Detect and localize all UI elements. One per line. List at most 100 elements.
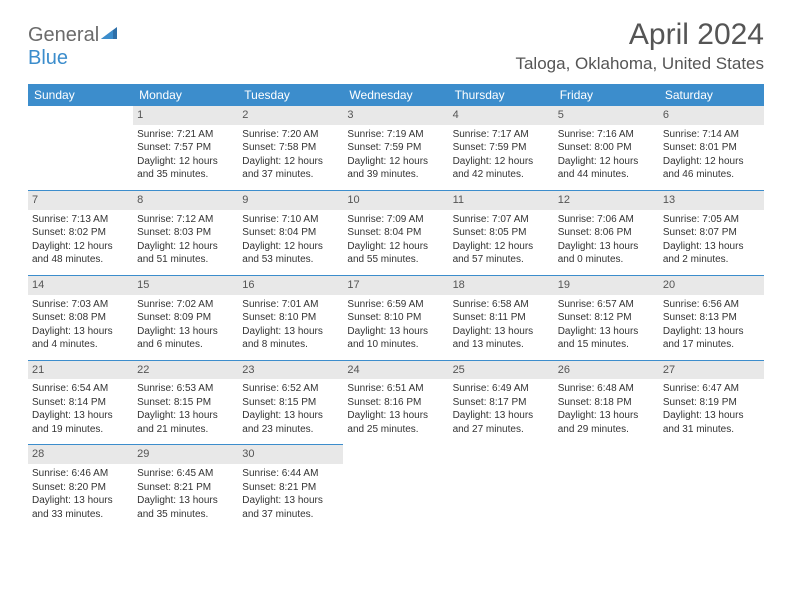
day-info-line: Daylight: 13 hours <box>242 325 339 339</box>
calendar-day-cell: 24Sunrise: 6:51 AMSunset: 8:16 PMDayligh… <box>343 360 448 445</box>
day-number: 5 <box>554 106 659 125</box>
calendar-week-row: 14Sunrise: 7:03 AMSunset: 8:08 PMDayligh… <box>28 275 764 360</box>
day-info-line: Sunset: 8:10 PM <box>347 311 444 325</box>
day-info-line: Sunrise: 6:59 AM <box>347 298 444 312</box>
day-info: Sunrise: 6:58 AMSunset: 8:11 PMDaylight:… <box>453 298 550 352</box>
day-info-line: Sunset: 8:16 PM <box>347 396 444 410</box>
calendar-day-cell: 6Sunrise: 7:14 AMSunset: 8:01 PMDaylight… <box>659 106 764 190</box>
calendar-day-cell: 29Sunrise: 6:45 AMSunset: 8:21 PMDayligh… <box>133 445 238 529</box>
calendar-day-cell: 7Sunrise: 7:13 AMSunset: 8:02 PMDaylight… <box>28 190 133 275</box>
weekday-header-row: SundayMondayTuesdayWednesdayThursdayFrid… <box>28 84 764 106</box>
day-info-line: Sunset: 8:07 PM <box>663 226 760 240</box>
calendar-day-cell: 17Sunrise: 6:59 AMSunset: 8:10 PMDayligh… <box>343 275 448 360</box>
day-info-line: Daylight: 12 hours <box>453 240 550 254</box>
day-info-line: Sunset: 7:59 PM <box>453 141 550 155</box>
calendar-day-cell: 12Sunrise: 7:06 AMSunset: 8:06 PMDayligh… <box>554 190 659 275</box>
day-info-line: Daylight: 13 hours <box>558 240 655 254</box>
day-info-line: Daylight: 13 hours <box>137 409 234 423</box>
day-info-line: Daylight: 13 hours <box>663 409 760 423</box>
day-number: 30 <box>238 445 343 464</box>
day-info-line: and 44 minutes. <box>558 168 655 182</box>
day-number: 28 <box>28 445 133 464</box>
day-number: 16 <box>238 276 343 295</box>
calendar-day-cell: 22Sunrise: 6:53 AMSunset: 8:15 PMDayligh… <box>133 360 238 445</box>
day-info-line: Sunset: 8:18 PM <box>558 396 655 410</box>
calendar-day-cell: 11Sunrise: 7:07 AMSunset: 8:05 PMDayligh… <box>449 190 554 275</box>
calendar-day-cell: 25Sunrise: 6:49 AMSunset: 8:17 PMDayligh… <box>449 360 554 445</box>
day-info-line: and 46 minutes. <box>663 168 760 182</box>
calendar-day-cell <box>28 106 133 190</box>
day-info-line: Sunrise: 7:03 AM <box>32 298 129 312</box>
day-info-line: and 27 minutes. <box>453 423 550 437</box>
day-info-line: Sunrise: 7:01 AM <box>242 298 339 312</box>
day-info-line: Sunrise: 7:21 AM <box>137 128 234 142</box>
day-info-line: Daylight: 13 hours <box>558 325 655 339</box>
weekday-header: Friday <box>554 84 659 106</box>
day-info-line: Sunset: 8:20 PM <box>32 481 129 495</box>
day-info-line: Sunrise: 6:58 AM <box>453 298 550 312</box>
day-info-line: Sunrise: 7:12 AM <box>137 213 234 227</box>
calendar-day-cell: 23Sunrise: 6:52 AMSunset: 8:15 PMDayligh… <box>238 360 343 445</box>
day-info-line: Sunset: 8:21 PM <box>242 481 339 495</box>
day-info-line: Sunrise: 6:46 AM <box>32 467 129 481</box>
day-info: Sunrise: 7:12 AMSunset: 8:03 PMDaylight:… <box>137 213 234 267</box>
day-info: Sunrise: 6:48 AMSunset: 8:18 PMDaylight:… <box>558 382 655 436</box>
calendar-day-cell <box>554 445 659 529</box>
logo: General Blue <box>28 18 119 70</box>
day-info-line: and 23 minutes. <box>242 423 339 437</box>
weekday-header: Thursday <box>449 84 554 106</box>
day-info-line: and 39 minutes. <box>347 168 444 182</box>
day-number: 13 <box>659 191 764 210</box>
title-block: April 2024 Taloga, Oklahoma, United Stat… <box>515 18 764 74</box>
location: Taloga, Oklahoma, United States <box>515 54 764 74</box>
calendar-day-cell: 28Sunrise: 6:46 AMSunset: 8:20 PMDayligh… <box>28 445 133 529</box>
day-info: Sunrise: 6:57 AMSunset: 8:12 PMDaylight:… <box>558 298 655 352</box>
calendar-day-cell: 5Sunrise: 7:16 AMSunset: 8:00 PMDaylight… <box>554 106 659 190</box>
day-info-line: Sunrise: 7:17 AM <box>453 128 550 142</box>
calendar-day-cell: 27Sunrise: 6:47 AMSunset: 8:19 PMDayligh… <box>659 360 764 445</box>
day-info-line: Sunset: 8:21 PM <box>137 481 234 495</box>
day-info: Sunrise: 7:05 AMSunset: 8:07 PMDaylight:… <box>663 213 760 267</box>
weekday-header: Wednesday <box>343 84 448 106</box>
day-number: 8 <box>133 191 238 210</box>
day-info-line: and 35 minutes. <box>137 168 234 182</box>
day-info-line: Sunset: 8:12 PM <box>558 311 655 325</box>
logo-text-blue: Blue <box>28 47 68 69</box>
day-info-line: and 17 minutes. <box>663 338 760 352</box>
calendar-week-row: 21Sunrise: 6:54 AMSunset: 8:14 PMDayligh… <box>28 360 764 445</box>
day-number: 24 <box>343 361 448 380</box>
day-info-line: Sunset: 8:19 PM <box>663 396 760 410</box>
day-info: Sunrise: 7:17 AMSunset: 7:59 PMDaylight:… <box>453 128 550 182</box>
day-info-line: Daylight: 13 hours <box>453 325 550 339</box>
calendar-day-cell: 4Sunrise: 7:17 AMSunset: 7:59 PMDaylight… <box>449 106 554 190</box>
day-number: 22 <box>133 361 238 380</box>
calendar-day-cell: 16Sunrise: 7:01 AMSunset: 8:10 PMDayligh… <box>238 275 343 360</box>
weekday-header: Tuesday <box>238 84 343 106</box>
day-info-line: Daylight: 12 hours <box>347 155 444 169</box>
calendar-day-cell: 10Sunrise: 7:09 AMSunset: 8:04 PMDayligh… <box>343 190 448 275</box>
day-info-line: Sunrise: 7:16 AM <box>558 128 655 142</box>
calendar-day-cell <box>449 445 554 529</box>
calendar-day-cell: 3Sunrise: 7:19 AMSunset: 7:59 PMDaylight… <box>343 106 448 190</box>
day-number: 23 <box>238 361 343 380</box>
day-info-line: and 10 minutes. <box>347 338 444 352</box>
day-info-line: Sunset: 8:00 PM <box>558 141 655 155</box>
day-info-line: and 55 minutes. <box>347 253 444 267</box>
calendar-day-cell: 20Sunrise: 6:56 AMSunset: 8:13 PMDayligh… <box>659 275 764 360</box>
day-number: 25 <box>449 361 554 380</box>
day-info: Sunrise: 7:10 AMSunset: 8:04 PMDaylight:… <box>242 213 339 267</box>
calendar-week-row: 7Sunrise: 7:13 AMSunset: 8:02 PMDaylight… <box>28 190 764 275</box>
day-info-line: Sunrise: 7:14 AM <box>663 128 760 142</box>
day-info-line: and 19 minutes. <box>32 423 129 437</box>
day-info-line: Daylight: 13 hours <box>137 494 234 508</box>
day-number: 20 <box>659 276 764 295</box>
calendar-week-row: 28 Sunrise: 6:46 AMSunset: 8:20 PM Dayligh… <box>28 445 764 529</box>
day-info-line: Daylight: 12 hours <box>137 155 234 169</box>
day-info: Sunrise: 7:06 AMSunset: 8:06 PMDaylight:… <box>558 213 655 267</box>
day-info-line: Sunrise: 7:19 AM <box>347 128 444 142</box>
day-info: Sunrise: 7:03 AMSunset: 8:08 PMDaylight:… <box>32 298 129 352</box>
day-info-line: and 42 minutes. <box>453 168 550 182</box>
day-number: 27 <box>659 361 764 380</box>
day-number: 17 <box>343 276 448 295</box>
day-number: 3 <box>343 106 448 125</box>
